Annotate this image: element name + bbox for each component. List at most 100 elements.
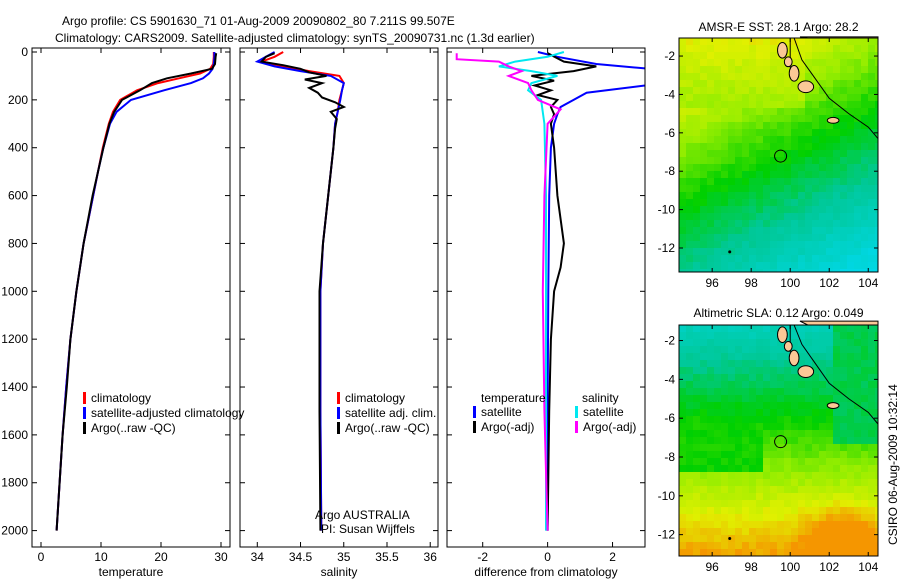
map-y-tick-label: -2 bbox=[664, 334, 675, 348]
map-cell bbox=[721, 416, 728, 423]
map-cell bbox=[700, 444, 707, 451]
map-cell bbox=[707, 234, 714, 241]
map-cell bbox=[819, 234, 826, 241]
map-cell bbox=[777, 122, 784, 129]
map-cell bbox=[714, 94, 721, 101]
map-cell bbox=[742, 206, 749, 213]
map-cell bbox=[875, 45, 878, 52]
map-cell bbox=[735, 178, 742, 185]
map-cell bbox=[756, 402, 763, 409]
map-cell bbox=[826, 241, 833, 248]
map-cell bbox=[679, 325, 686, 332]
map-cell bbox=[784, 52, 791, 59]
map-cell bbox=[707, 374, 714, 381]
map-cell bbox=[854, 192, 861, 199]
map-cell bbox=[784, 255, 791, 262]
map-cell bbox=[777, 542, 784, 549]
map-cell bbox=[763, 164, 770, 171]
map-cell bbox=[707, 206, 714, 213]
map-cell bbox=[742, 430, 749, 437]
map-cell bbox=[707, 430, 714, 437]
map-cell bbox=[875, 430, 878, 437]
map-cell bbox=[756, 465, 763, 472]
map-cell bbox=[749, 388, 756, 395]
map-cell bbox=[714, 444, 721, 451]
map-cell bbox=[700, 206, 707, 213]
map-cell bbox=[700, 535, 707, 542]
map-cell bbox=[868, 479, 875, 486]
map-cell bbox=[756, 199, 763, 206]
map-cell bbox=[805, 325, 812, 332]
map-cell bbox=[819, 388, 826, 395]
map-cell bbox=[756, 430, 763, 437]
map-cell bbox=[868, 451, 875, 458]
map-cell bbox=[798, 94, 805, 101]
map-cell bbox=[686, 136, 693, 143]
map-cell bbox=[784, 416, 791, 423]
map-cell bbox=[707, 269, 714, 272]
map-cell bbox=[749, 220, 756, 227]
map-cell bbox=[791, 108, 798, 115]
map-cell bbox=[791, 528, 798, 535]
map-cell bbox=[707, 367, 714, 374]
map-cell bbox=[854, 94, 861, 101]
map-cell bbox=[679, 73, 686, 80]
map-cell bbox=[777, 416, 784, 423]
map-cell bbox=[868, 339, 875, 346]
map-cell bbox=[791, 430, 798, 437]
legend-swatch bbox=[337, 422, 340, 434]
map-cell bbox=[679, 507, 686, 514]
map-cell bbox=[840, 171, 847, 178]
map-cell bbox=[812, 87, 819, 94]
map-cell bbox=[770, 437, 777, 444]
map-cell bbox=[805, 360, 812, 367]
map-cell bbox=[812, 521, 819, 528]
figure-title-line1: Argo profile: CS 5901630_71 01-Aug-2009 … bbox=[62, 14, 455, 28]
map-cell bbox=[728, 416, 735, 423]
map-cell bbox=[875, 213, 878, 220]
island bbox=[783, 340, 793, 352]
map-cell bbox=[777, 430, 784, 437]
map-cell bbox=[700, 346, 707, 353]
map-cell bbox=[693, 206, 700, 213]
map-cell bbox=[833, 346, 840, 353]
map-cell bbox=[791, 38, 798, 45]
map-cell bbox=[735, 241, 742, 248]
map-cell bbox=[847, 339, 854, 346]
map-cell bbox=[777, 493, 784, 500]
map-cell bbox=[700, 150, 707, 157]
map-cell bbox=[819, 486, 826, 493]
map-cell bbox=[812, 115, 819, 122]
map-cell bbox=[749, 66, 756, 73]
map-cell bbox=[791, 507, 798, 514]
map-cell bbox=[861, 409, 868, 416]
map-cell bbox=[875, 255, 878, 262]
map-cell bbox=[686, 353, 693, 360]
map-cell bbox=[840, 108, 847, 115]
map-cell bbox=[693, 472, 700, 479]
map-cell bbox=[770, 339, 777, 346]
map-cell bbox=[784, 535, 791, 542]
map-cell bbox=[707, 542, 714, 549]
map-cell bbox=[763, 486, 770, 493]
x-tick-label: 35.5 bbox=[375, 550, 399, 564]
map-cell bbox=[840, 94, 847, 101]
map-cell bbox=[819, 353, 826, 360]
x-tick-label: 0 bbox=[544, 550, 551, 564]
map-cell bbox=[868, 444, 875, 451]
map-cell bbox=[861, 122, 868, 129]
map-cell bbox=[861, 234, 868, 241]
legend-header: salinity bbox=[582, 391, 619, 405]
map-cell bbox=[679, 178, 686, 185]
map-cell bbox=[770, 367, 777, 374]
map-cell bbox=[854, 416, 861, 423]
map-cell bbox=[819, 45, 826, 52]
map-cell bbox=[784, 458, 791, 465]
map-cell bbox=[707, 325, 714, 332]
map-cell bbox=[833, 220, 840, 227]
map-cell bbox=[812, 423, 819, 430]
map-cell bbox=[798, 437, 805, 444]
map-cell bbox=[875, 241, 878, 248]
map-cell bbox=[833, 493, 840, 500]
map-cell bbox=[749, 122, 756, 129]
